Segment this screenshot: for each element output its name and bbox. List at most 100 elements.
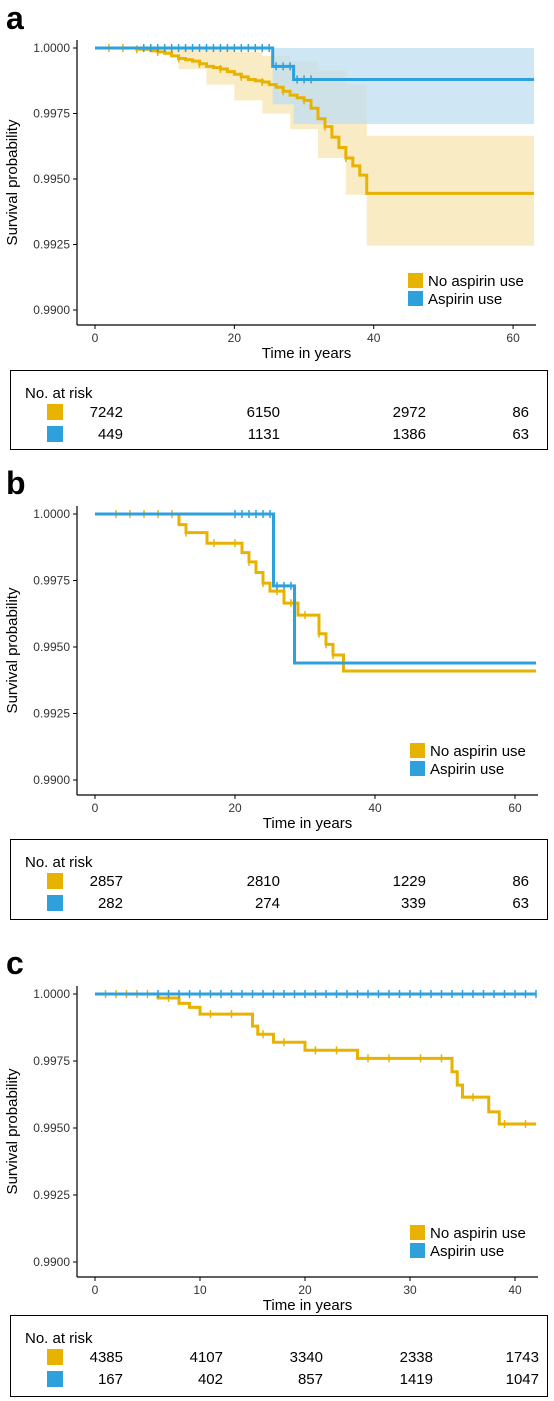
risk-value: 339 (400, 895, 426, 912)
risk-value: 449 (97, 426, 123, 443)
x-axis-title: Time in years (263, 815, 352, 832)
no_aspirin-legend-swatch (408, 273, 423, 288)
aspirin-swatch (47, 426, 63, 442)
risk-value: 7242 (89, 404, 123, 421)
x-tick-label: 40 (508, 1283, 522, 1297)
y-tick-label: 0.9900 (33, 773, 70, 787)
risk-value: 86 (512, 404, 529, 421)
aspirin-ci-band (95, 48, 534, 124)
x-tick-label: 0 (92, 1283, 99, 1297)
aspirin-legend-label: Aspirin use (428, 291, 502, 308)
risk-table-c: No. at risk 4385 4107 3340 2338 1743 167… (10, 1315, 548, 1397)
risk-value: 1419 (399, 1371, 433, 1388)
x-tick-label: 40 (367, 331, 381, 345)
panel-label: b (6, 465, 26, 501)
y-tick-label: 0.9900 (33, 1255, 70, 1269)
no_aspirin-legend-label: No aspirin use (430, 743, 526, 760)
risk-value: 1743 (505, 1349, 539, 1366)
y-tick-label: 0.9975 (33, 107, 70, 121)
y-tick-label: 1.0000 (33, 507, 70, 521)
risk-value: 2972 (392, 404, 426, 421)
aspirin-legend-label: Aspirin use (430, 1243, 504, 1260)
panel-b: b 0.9900 0.9925 0.9950 0.9975 1.0000 0 20 40 60 T… (0, 465, 554, 920)
x-tick-label: 20 (298, 1283, 312, 1297)
risk-value: 1131 (247, 426, 280, 443)
panel-label: c (6, 945, 24, 981)
risk-value: 402 (197, 1371, 223, 1388)
x-tick-label: 0 (92, 801, 99, 815)
risk-value: 86 (512, 873, 529, 890)
y-tick-label: 0.9950 (33, 640, 70, 654)
risk-row-aspirin: 282 274 339 63 (11, 895, 547, 913)
no-aspirin-swatch (47, 404, 63, 420)
risk-value: 1386 (392, 426, 426, 443)
no_aspirin-survival-line (95, 992, 536, 1126)
aspirin-legend-swatch (408, 291, 423, 306)
panel-a: a 0.9900 0.9925 0.9950 0.9975 1.0000 0 20 40 60 T… (0, 0, 554, 465)
risk-value: 6150 (246, 404, 280, 421)
risk-value: 4107 (189, 1349, 223, 1366)
no_aspirin-survival-line (95, 512, 536, 673)
km-chart-b: 0.9900 0.9925 0.9950 0.9975 1.0000 0 20 40 60 Tim… (4, 506, 538, 832)
risk-table-b: No. at risk 2857 2810 1229 86 282 274 33… (10, 839, 548, 920)
no-aspirin-swatch (47, 1349, 63, 1365)
aspirin-swatch (47, 1371, 63, 1387)
x-tick-label: 10 (193, 1283, 207, 1297)
risk-value: 2810 (246, 873, 280, 890)
no_aspirin-legend-label: No aspirin use (430, 1225, 526, 1242)
x-axis-title: Time in years (262, 345, 351, 362)
y-tick-label: 1.0000 (33, 987, 70, 1001)
x-tick-label: 30 (403, 1283, 417, 1297)
risk-value: 2857 (89, 873, 123, 890)
aspirin-legend-swatch (410, 1243, 425, 1258)
y-tick-label: 0.9950 (33, 1121, 70, 1135)
y-axis-title: Survival probability (4, 119, 21, 245)
risk-value: 274 (254, 895, 280, 912)
risk-table-a: No. at risk 7242 6150 2972 86 449 1131 1… (10, 370, 548, 450)
aspirin-swatch (47, 895, 63, 911)
risk-value: 63 (512, 895, 529, 912)
y-axis-title: Survival probability (4, 587, 21, 713)
risk-value: 282 (97, 895, 123, 912)
risk-value: 857 (297, 1371, 323, 1388)
no-aspirin-swatch (47, 873, 63, 889)
km-chart-c: 0.9900 0.9925 0.9950 0.9975 1.0000 0 10 20 30 40 T… (4, 986, 538, 1314)
risk-value: 1229 (392, 873, 426, 890)
x-tick-label: 60 (506, 331, 520, 345)
y-axis-title: Survival probability (4, 1068, 21, 1194)
aspirin-legend-label: Aspirin use (430, 761, 504, 778)
y-tick-label: 0.9925 (33, 1188, 70, 1202)
y-tick-label: 0.9925 (33, 238, 70, 252)
y-tick-label: 1.0000 (33, 41, 70, 55)
x-tick-label: 0 (92, 331, 99, 345)
risk-value: 1047 (505, 1371, 539, 1388)
risk-row-aspirin: 449 1131 1386 63 (11, 426, 547, 444)
x-tick-label: 40 (368, 801, 382, 815)
no_aspirin-legend-label: No aspirin use (428, 273, 524, 290)
y-tick-label: 0.9900 (33, 303, 70, 317)
aspirin-survival-line (95, 512, 536, 665)
risk-row-aspirin: 167 402 857 1419 1047 (11, 1371, 547, 1389)
risk-table-title: No. at risk (25, 854, 93, 871)
risk-row-no-aspirin: 2857 2810 1229 86 (11, 873, 547, 891)
aspirin-legend-swatch (410, 761, 425, 776)
panel-label: a (6, 0, 24, 36)
risk-value: 3340 (289, 1349, 323, 1366)
x-tick-label: 20 (228, 801, 242, 815)
no_aspirin-legend-swatch (410, 743, 425, 758)
y-tick-label: 0.9975 (33, 574, 70, 588)
risk-value: 2338 (399, 1349, 433, 1366)
risk-row-no-aspirin: 7242 6150 2972 86 (11, 404, 547, 422)
risk-row-no-aspirin: 4385 4107 3340 2338 1743 (11, 1349, 547, 1367)
risk-table-title: No. at risk (25, 385, 93, 402)
x-axis-title: Time in years (263, 1297, 352, 1314)
panel-c: c 0.9900 0.9925 0.9950 0.9975 1.0000 0 10 20 30 4… (0, 945, 554, 1401)
risk-value: 167 (97, 1371, 123, 1388)
risk-value: 63 (512, 426, 529, 443)
x-tick-label: 20 (228, 331, 242, 345)
no_aspirin-ci-band (95, 48, 534, 246)
y-tick-label: 0.9925 (33, 707, 70, 721)
km-chart-a: 0.9900 0.9925 0.9950 0.9975 1.0000 0 20 40 60 Tim… (4, 40, 536, 362)
x-tick-label: 60 (508, 801, 522, 815)
risk-value: 4385 (89, 1349, 123, 1366)
